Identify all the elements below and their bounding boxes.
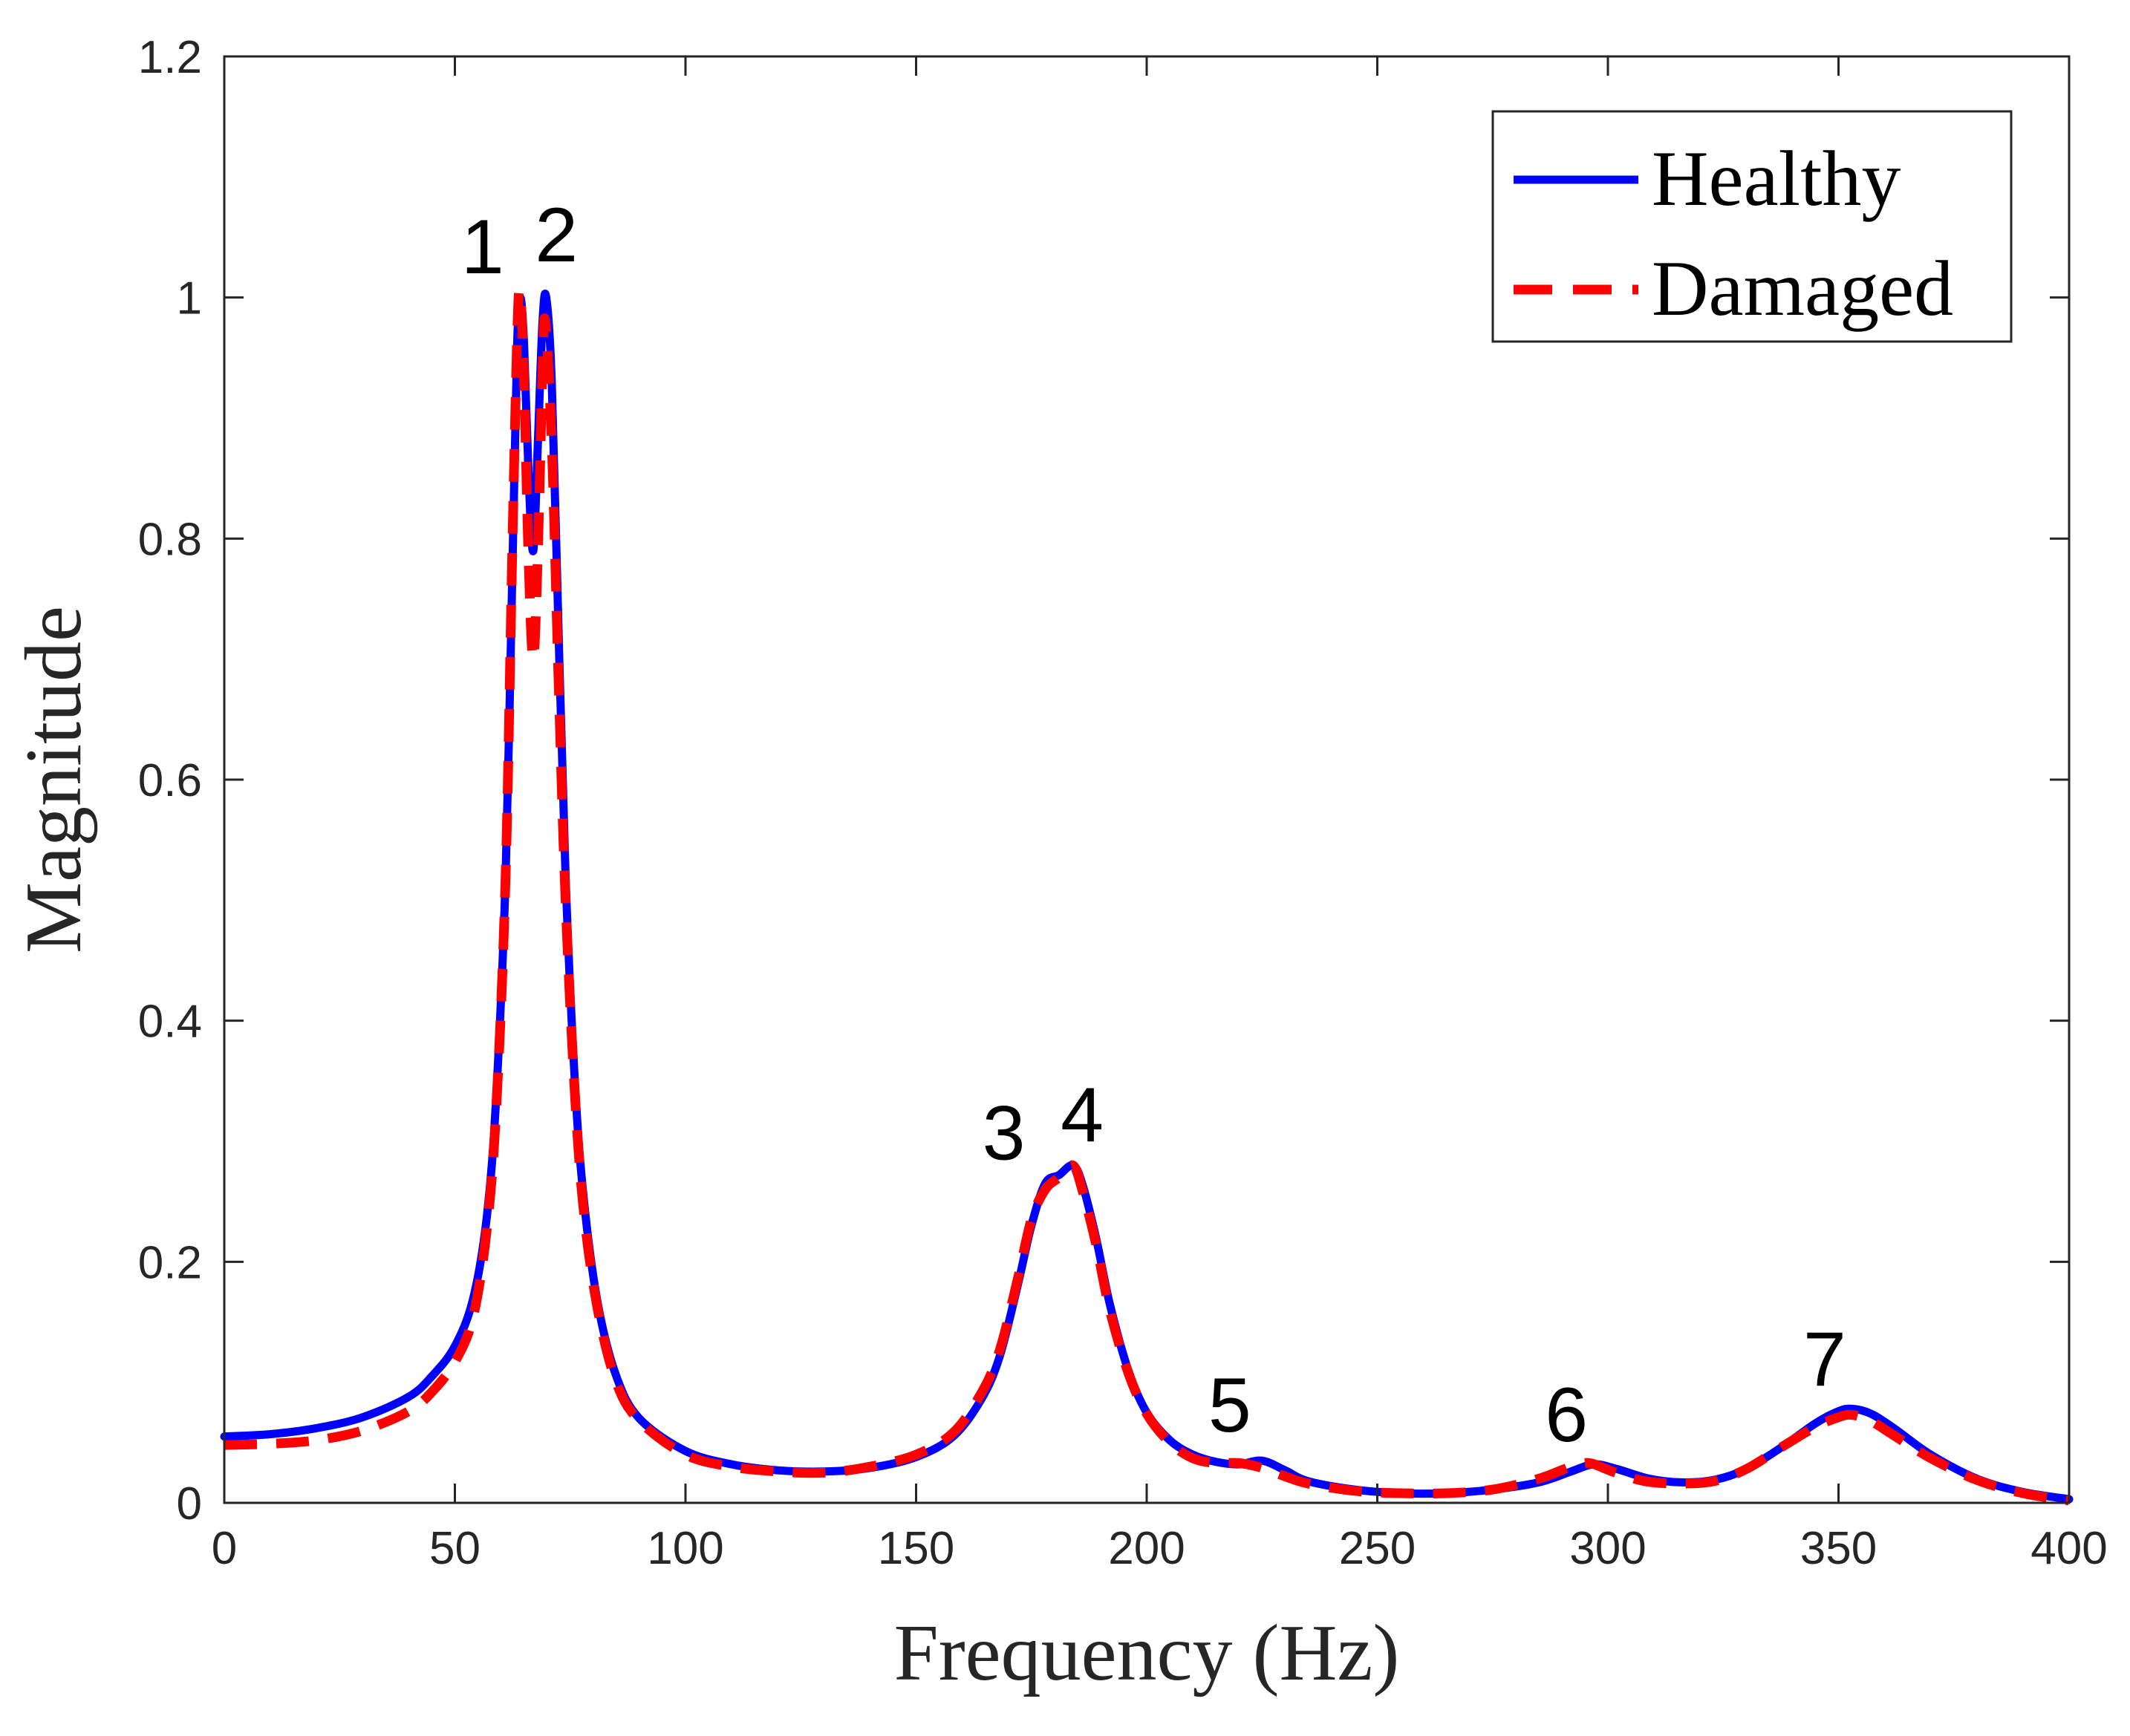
series-line-damaged [224,285,2071,1506]
x-tick-label: 150 [878,1523,954,1574]
legend-label-healthy: Healthy [1652,135,1901,222]
legend: Healthy Damaged [1491,110,2013,343]
y-tick-label: 0.6 [138,755,202,806]
y-tick-label: 0.2 [138,1237,202,1288]
peak-label: 2 [535,192,578,278]
legend-label-damaged: Damaged [1652,245,1953,332]
legend-box [1491,110,2013,343]
x-tick-label: 300 [1569,1523,1646,1574]
y-axis-title: Magnitude [10,606,98,953]
peak-label: 5 [1208,1363,1251,1449]
peak-label: 7 [1803,1317,1846,1403]
x-tick-label: 0 [212,1523,237,1574]
peak-label: 3 [983,1090,1026,1176]
series-layer [220,285,2074,1506]
x-tick-label: 200 [1108,1523,1185,1574]
axes-frame [223,55,2071,1504]
y-tick-label: 1 [177,273,202,324]
x-tick-label: 250 [1339,1523,1416,1574]
x-axis-title: Frequency (Hz) [894,1609,1400,1697]
y-tick-label: 0.8 [138,514,202,565]
labels-layer: 0 50 100 150 200 250 300 350 400 0 0.2 0.4 0.6 0.8 1 1.… [138,32,2108,1574]
x-tick-label: 400 [2030,1523,2107,1574]
y-tick-label: 1.2 [138,32,202,83]
peak-label: 1 [461,204,504,290]
peak-label: 6 [1545,1372,1588,1458]
peak-label: 4 [1061,1072,1104,1158]
y-tick-label: 0.4 [138,996,202,1048]
y-tick-label: 0 [177,1478,202,1530]
x-tick-label: 100 [647,1523,723,1574]
x-tick-label: 350 [1800,1523,1877,1574]
x-tick-label: 50 [429,1523,481,1574]
